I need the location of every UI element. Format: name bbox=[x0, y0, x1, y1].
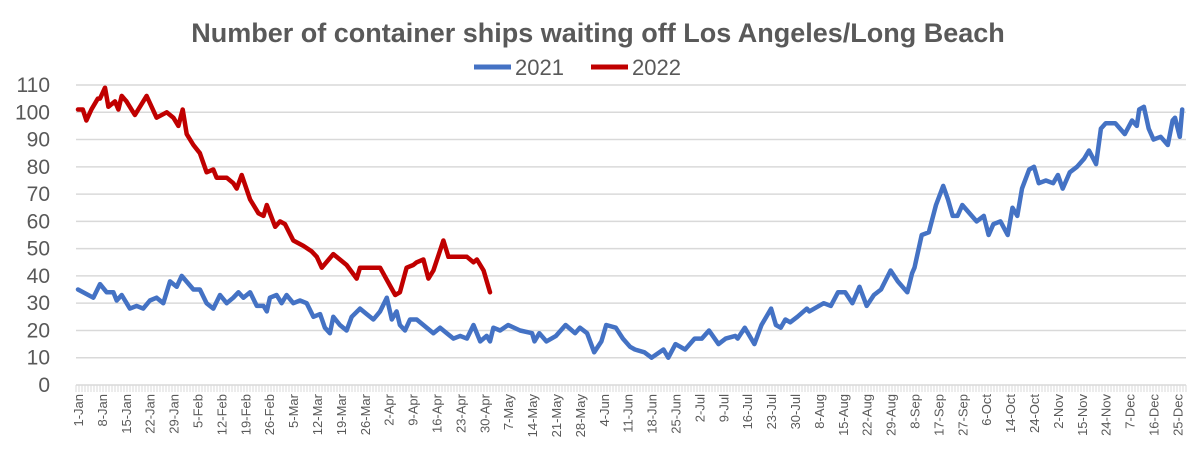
chart-title: Number of container ships waiting off Lo… bbox=[191, 18, 1005, 48]
x-tick-label: 26-Mar bbox=[358, 393, 373, 435]
x-tick-label: 17-Sep bbox=[931, 394, 946, 436]
legend: 2021 2022 bbox=[474, 55, 681, 80]
x-axis bbox=[75, 384, 1187, 392]
x-tick-label: 5-Feb bbox=[191, 394, 206, 428]
y-axis-ticks: 0 10 20 30 40 50 60 70 80 90 100 110 bbox=[15, 74, 50, 397]
x-tick-label: 23-Apr bbox=[453, 393, 468, 433]
y-tick-label: 60 bbox=[27, 210, 50, 233]
x-tick-label: 11-Jun bbox=[621, 394, 636, 433]
x-tick-label: 16-Jul bbox=[740, 394, 755, 430]
legend-label-2021: 2021 bbox=[515, 55, 564, 80]
y-tick-label: 10 bbox=[27, 347, 50, 370]
series-line-2022 bbox=[75, 85, 493, 298]
x-tick-label: 24-Nov bbox=[1099, 394, 1114, 436]
series-lines bbox=[75, 85, 1185, 360]
x-tick-label: 4-Jun bbox=[597, 394, 612, 427]
x-tick-label: 2-Apr bbox=[382, 393, 397, 425]
legend-label-2022: 2022 bbox=[632, 55, 681, 80]
x-tick-label: 8-Jan bbox=[95, 394, 110, 427]
y-tick-label: 70 bbox=[27, 183, 50, 206]
x-tick-label: 24-Oct bbox=[1027, 394, 1042, 433]
y-tick-label: 90 bbox=[27, 129, 50, 152]
x-tick-label: 7-May bbox=[501, 394, 516, 431]
x-tick-label: 30-Apr bbox=[477, 393, 492, 433]
x-tick-label: 12-Mar bbox=[310, 393, 325, 435]
x-tick-label: 14-Oct bbox=[1003, 394, 1018, 433]
x-tick-label: 7-Dec bbox=[1123, 394, 1138, 429]
x-tick-label: 19-Mar bbox=[334, 393, 349, 435]
x-tick-label: 9-Jul bbox=[716, 394, 731, 422]
y-tick-label: 30 bbox=[27, 292, 50, 315]
x-tick-label: 6-Oct bbox=[979, 394, 994, 426]
x-tick-label: 27-Sep bbox=[955, 394, 970, 436]
gridlines bbox=[76, 84, 1186, 359]
x-tick-label: 29-Aug bbox=[884, 394, 899, 436]
x-tick-label: 15-Aug bbox=[836, 394, 851, 436]
x-tick-label: 18-Jun bbox=[645, 394, 660, 434]
x-tick-label: 2-Nov bbox=[1051, 394, 1066, 429]
x-tick-label: 19-Feb bbox=[238, 394, 253, 435]
y-tick-label: 100 bbox=[15, 101, 50, 124]
x-tick-label: 29-Jan bbox=[167, 394, 182, 434]
x-tick-label: 9-Apr bbox=[406, 393, 421, 425]
x-tick-label: 14-May bbox=[525, 394, 540, 438]
series-line-2021 bbox=[75, 104, 1185, 360]
x-tick-label: 22-Jan bbox=[143, 394, 158, 434]
x-tick-label: 8-Sep bbox=[908, 394, 923, 429]
y-tick-label: 50 bbox=[27, 238, 50, 261]
x-tick-label: 23-Jul bbox=[764, 394, 779, 430]
x-tick-label: 28-May bbox=[573, 394, 588, 438]
x-tick-label: 21-May bbox=[549, 394, 564, 438]
y-tick-label: 20 bbox=[27, 319, 50, 342]
x-tick-label: 30-Jul bbox=[788, 394, 803, 430]
x-tick-label: 26-Feb bbox=[262, 394, 277, 435]
x-axis-minor-ticks bbox=[75, 385, 1187, 392]
x-tick-label: 1-Jan bbox=[71, 394, 86, 427]
x-axis-ticks: 1-Jan 8-Jan 15-Jan 22-Jan 29-Jan 5-Feb 12-Feb 1… bbox=[71, 393, 1185, 437]
x-tick-label: 15-Jan bbox=[119, 394, 134, 434]
x-tick-label: 15-Nov bbox=[1075, 394, 1090, 436]
y-tick-label: 40 bbox=[27, 265, 50, 288]
x-tick-label: 12-Feb bbox=[214, 394, 229, 435]
x-tick-label: 2-Jul bbox=[692, 394, 707, 422]
x-tick-label: 22-Aug bbox=[860, 394, 875, 436]
x-tick-label: 16-Dec bbox=[1147, 394, 1162, 436]
y-tick-label: 110 bbox=[17, 74, 50, 97]
y-tick-label: 0 bbox=[38, 374, 50, 397]
y-tick-label: 80 bbox=[27, 156, 50, 179]
x-tick-label: 8-Aug bbox=[812, 394, 827, 429]
x-tick-label: 5-Mar bbox=[286, 393, 301, 428]
x-tick-label: 25-Dec bbox=[1170, 394, 1185, 436]
x-tick-label: 16-Apr bbox=[430, 393, 445, 433]
x-tick-label: 25-Jun bbox=[669, 394, 684, 434]
